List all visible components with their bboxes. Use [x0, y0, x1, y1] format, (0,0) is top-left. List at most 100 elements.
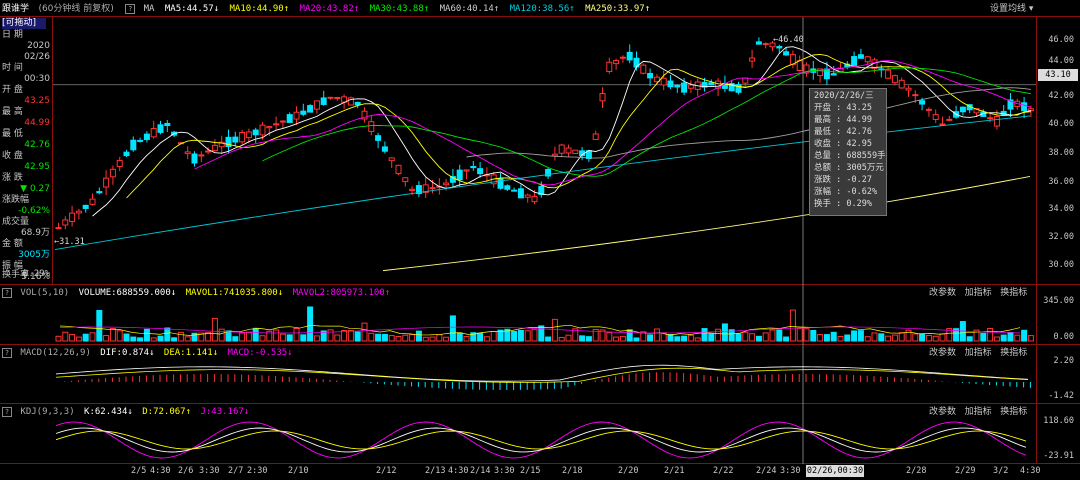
candle-body	[653, 76, 660, 83]
volume-bar	[252, 327, 259, 342]
candle-body	[191, 153, 198, 164]
candle-body	[109, 168, 116, 178]
volume-bar	[619, 335, 626, 342]
change-param-button[interactable]: 改参数	[929, 288, 957, 298]
volume-bar	[592, 329, 599, 342]
volume-bar	[919, 333, 926, 342]
high-value: 44.99	[24, 118, 50, 128]
switch-indicator-button[interactable]: 换指标	[1000, 348, 1028, 358]
price-tick: 46.00	[1048, 35, 1074, 45]
volume-bar	[585, 336, 592, 342]
macd-axis-bottom: -1.42	[1048, 391, 1074, 401]
volume-bar	[694, 337, 701, 342]
volume-bar	[803, 328, 810, 342]
ma20-line	[194, 60, 1032, 186]
candle-body	[137, 139, 144, 142]
candle-body	[157, 124, 164, 133]
time-value: 00:30	[24, 74, 50, 84]
vol-mavol2: MAVOL2:805973.100	[292, 288, 385, 298]
help-icon[interactable]: ?	[2, 406, 12, 417]
add-indicator-button[interactable]: 加指标	[964, 407, 992, 417]
candle-body	[449, 176, 456, 183]
candle-body	[708, 82, 715, 86]
volume-bar	[245, 331, 252, 342]
macd-panel-name[interactable]: MACD(12,26,9)	[20, 348, 91, 358]
volume-bar	[381, 333, 388, 342]
volume-bar	[551, 318, 558, 342]
help-icon[interactable]: ?	[2, 287, 12, 298]
volume-bar	[796, 327, 803, 342]
volume-bar	[490, 330, 497, 342]
vol-mavol1: MAVOL1:741035.800	[185, 288, 278, 298]
candle-body	[327, 96, 334, 99]
x-tick-label: 4:30	[150, 466, 171, 476]
vol-panel-name[interactable]: VOL(5,10)	[20, 288, 70, 298]
help-icon[interactable]: ?	[125, 3, 136, 14]
volume-bar	[987, 327, 994, 342]
tooltip-high: 最高 : 44.99	[814, 115, 872, 125]
add-indicator-button[interactable]: 加指标	[964, 288, 992, 298]
candle-body	[728, 83, 735, 92]
volume-bar	[341, 329, 348, 342]
volume-bar	[109, 328, 116, 342]
candle-body	[334, 96, 341, 99]
switch-indicator-button[interactable]: 换指标	[1000, 288, 1028, 298]
candle-body	[742, 77, 749, 84]
volume-bar	[885, 335, 892, 342]
x-tick-label: 2/10	[288, 466, 309, 476]
x-tick-label: 2/7	[228, 466, 244, 476]
candle-body	[517, 188, 524, 199]
candle-body	[497, 178, 504, 189]
help-icon[interactable]: ?	[2, 347, 12, 358]
candle-body	[572, 149, 579, 155]
turn-value: 0.29%	[22, 269, 50, 279]
kdj-panel-name[interactable]: KDJ(9,3,3)	[20, 407, 75, 417]
settings-ma-button[interactable]: 设置均线 ▾	[990, 4, 1034, 14]
candle-body	[239, 131, 246, 143]
candle-body	[606, 61, 613, 72]
candle-body	[143, 133, 150, 140]
ma10-line	[126, 53, 1031, 199]
drag-label[interactable]: [可拖动]	[2, 18, 46, 29]
candle-body	[375, 135, 382, 141]
candle-body	[973, 108, 980, 114]
candle-body	[320, 97, 327, 105]
volume-bar	[470, 332, 477, 342]
change-param-button[interactable]: 改参数	[929, 407, 957, 417]
add-indicator-button[interactable]: 加指标	[964, 348, 992, 358]
year-value: 2020	[27, 41, 50, 51]
volume-bar	[225, 330, 232, 342]
volume-bar	[776, 329, 783, 342]
change-label: 涨 跌	[2, 173, 23, 183]
candle-body	[912, 94, 919, 97]
candle-body	[402, 177, 409, 183]
volume-bar	[361, 322, 368, 342]
volume-bar	[82, 333, 89, 342]
candle-body	[354, 101, 361, 106]
candle-body	[55, 227, 62, 230]
volume-bar	[55, 335, 62, 342]
volume-bar	[912, 333, 919, 342]
stock-title: 跟谁学	[2, 4, 30, 14]
volume-bar	[307, 306, 314, 342]
candle-body	[286, 114, 293, 123]
switch-indicator-button[interactable]: 换指标	[1000, 407, 1028, 417]
change-param-button[interactable]: 改参数	[929, 348, 957, 358]
close-label: 收 盘	[2, 151, 23, 161]
volume-bar	[449, 315, 456, 342]
high-label: 最 高	[2, 107, 23, 117]
pct-label: 涨跌幅	[2, 195, 30, 205]
vol-label: 成交量	[2, 217, 30, 227]
volume-bar	[708, 333, 715, 342]
ma30-line	[262, 67, 1031, 177]
volume-bar	[687, 334, 694, 342]
candle-body	[613, 60, 620, 65]
candle-body	[75, 210, 82, 214]
candle-body	[619, 56, 626, 59]
x-tick-label: 4:30	[1020, 466, 1041, 476]
volume-bar	[674, 336, 681, 342]
candle-body	[205, 150, 212, 153]
x-tick-label: 2/29	[955, 466, 976, 476]
left-info-panel: [可拖动] 日 期 2020 02/26 时 间 00:30 开 盘 43.25…	[0, 16, 52, 284]
volume-bar	[497, 329, 504, 342]
